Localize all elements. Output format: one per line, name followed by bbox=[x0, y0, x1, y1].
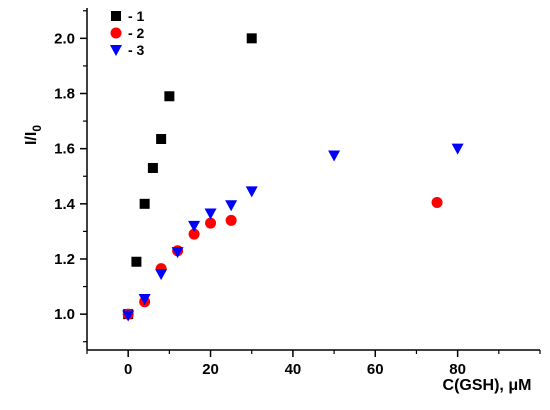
x-axis-ticks: 0 20 40 60 80 bbox=[86, 350, 541, 378]
y-tick-label: 1.4 bbox=[54, 196, 76, 213]
y-axis-title: I/I0 bbox=[23, 125, 44, 145]
data-point-series-1 bbox=[156, 134, 167, 145]
data-markers bbox=[122, 33, 464, 322]
x-tick-label: 60 bbox=[367, 361, 384, 378]
series-2 bbox=[122, 196, 443, 320]
legend-marker-series-2 bbox=[110, 27, 122, 39]
data-point-series-3 bbox=[328, 150, 341, 162]
y-tick-label: 1.8 bbox=[54, 86, 75, 103]
x-tick-label: 0 bbox=[124, 361, 132, 378]
data-point-series-1 bbox=[164, 91, 175, 102]
y-axis-ticks: 1.0 1.2 1.4 1.6 1.8 2.0 bbox=[54, 10, 87, 343]
series-1 bbox=[123, 33, 257, 320]
x-tick-label: 80 bbox=[449, 361, 466, 378]
y-tick-label: 1.0 bbox=[54, 306, 75, 323]
data-point-series-3 bbox=[204, 208, 217, 220]
legend: - 1- 2- 3 bbox=[110, 8, 145, 58]
data-point-series-3 bbox=[155, 269, 168, 281]
data-point-series-3 bbox=[188, 220, 201, 232]
data-point-series-3 bbox=[245, 186, 258, 198]
x-tick-label: 40 bbox=[285, 361, 302, 378]
legend-label-series-2: - 2 bbox=[128, 25, 145, 41]
data-point-series-1 bbox=[131, 256, 142, 267]
data-point-series-2 bbox=[188, 228, 200, 240]
legend-label-series-1: - 1 bbox=[128, 8, 145, 24]
y-tick-label: 1.2 bbox=[54, 251, 75, 268]
data-point-series-2 bbox=[225, 214, 237, 226]
data-point-series-3 bbox=[225, 200, 238, 212]
y-tick-label: 2.0 bbox=[54, 30, 75, 47]
legend-marker-series-1 bbox=[111, 11, 121, 21]
y-axis-title-main: I/I bbox=[23, 132, 40, 145]
x-axis-title: C(GSH), μM bbox=[443, 377, 532, 394]
data-point-series-1 bbox=[246, 33, 257, 44]
data-point-series-1 bbox=[147, 162, 158, 173]
data-point-series-3 bbox=[171, 247, 184, 259]
data-point-series-2 bbox=[431, 196, 443, 208]
y-axis-title-subscript: 0 bbox=[30, 125, 44, 132]
data-point-series-3 bbox=[451, 143, 464, 155]
plot-axes bbox=[86, 8, 540, 351]
legend-marker-series-3 bbox=[110, 45, 122, 56]
series-3 bbox=[122, 143, 464, 322]
data-point-series-3 bbox=[138, 293, 151, 305]
y-tick-label: 1.6 bbox=[54, 141, 75, 158]
data-point-series-3 bbox=[122, 310, 135, 322]
legend-label-series-3: - 3 bbox=[128, 42, 145, 58]
data-point-series-1 bbox=[139, 198, 150, 209]
x-tick-label: 20 bbox=[202, 361, 219, 378]
data-point-series-2 bbox=[205, 217, 217, 229]
